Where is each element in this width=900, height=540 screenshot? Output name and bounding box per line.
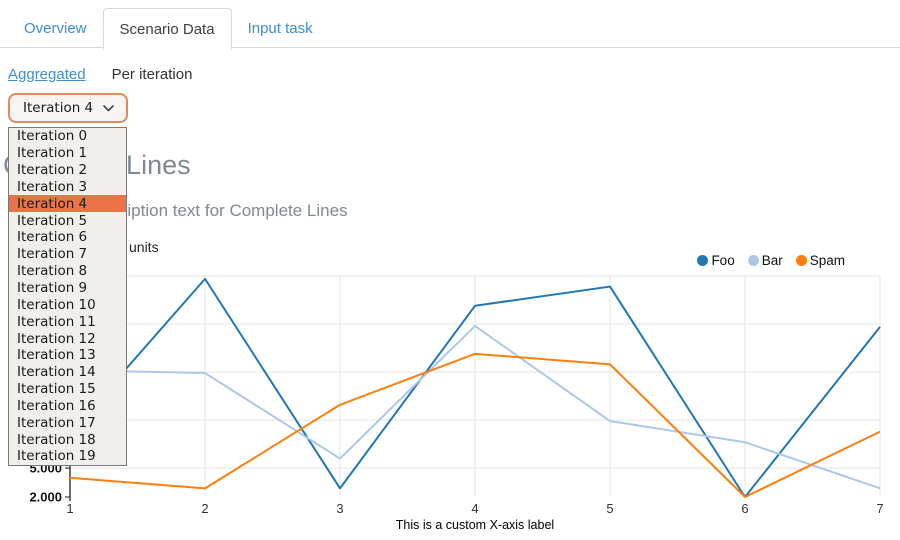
series-line-bar <box>69 324 881 490</box>
dropdown-option[interactable]: Iteration 19 <box>17 448 96 465</box>
x-tick-label: 2 <box>201 501 208 516</box>
y-axis-units-label: units <box>129 239 159 255</box>
chevron-down-icon <box>103 104 114 111</box>
x-tick-label: 6 <box>741 501 748 516</box>
iteration-dropdown: Iteration 0 Iteration 1 Iteration 2 Iterati… <box>8 127 127 466</box>
dropdown-option[interactable]: Iteration 1 <box>17 145 88 162</box>
y-tick-label: 2.000 <box>29 490 62 505</box>
tab-scenario-data[interactable]: Scenario Data <box>102 8 232 50</box>
dropdown-option[interactable]: Iteration 18 <box>17 431 96 448</box>
dropdown-option[interactable]: Iteration 6 <box>17 229 88 246</box>
legend-dot <box>697 255 709 266</box>
dropdown-option[interactable]: Iteration 2 <box>17 162 88 179</box>
dropdown-option[interactable]: Iteration 10 <box>17 296 96 313</box>
dropdown-option[interactable]: Iteration 16 <box>17 397 96 414</box>
subnav-per-iteration[interactable]: Per iteration <box>111 66 193 83</box>
x-tick-label: 5 <box>606 501 613 516</box>
x-axis-title: This is a custom X-axis label <box>396 518 554 532</box>
legend-dot <box>795 255 807 266</box>
legend-label: Spam <box>809 253 845 268</box>
dropdown-option[interactable]: Iteration 11 <box>17 313 96 330</box>
legend-dot <box>747 255 759 266</box>
dropdown-option[interactable]: Iteration 5 <box>17 212 88 229</box>
legend-item-bar[interactable]: Bar <box>747 253 783 268</box>
tab-overview[interactable]: Overview <box>24 19 87 37</box>
dropdown-option[interactable]: Iteration 4 <box>9 195 126 213</box>
x-tick-label: 7 <box>876 501 883 516</box>
dropdown-option[interactable]: Iteration 0 <box>17 128 88 145</box>
x-tick-label: 1 <box>66 501 73 516</box>
legend-item-spam[interactable]: Spam <box>795 253 845 268</box>
dropdown-option[interactable]: Iteration 17 <box>17 414 96 431</box>
chart-description: Description text for Complete Lines <box>83 201 348 220</box>
dropdown-option[interactable]: Iteration 9 <box>17 280 88 297</box>
tab-input-task[interactable]: Input task <box>247 19 313 37</box>
dropdown-option[interactable]: Iteration 14 <box>17 364 96 381</box>
dropdown-option[interactable]: Iteration 15 <box>17 381 96 398</box>
dropdown-option[interactable]: Iteration 3 <box>17 178 88 195</box>
series-line-spam <box>69 352 881 498</box>
dropdown-option[interactable]: Iteration 13 <box>17 347 96 364</box>
legend-label: Bar <box>761 253 783 268</box>
x-tick-label: 4 <box>471 501 478 516</box>
x-tick-label: 3 <box>336 501 343 516</box>
subnav-aggregated-link[interactable]: Aggregated <box>8 66 86 83</box>
legend-item-foo[interactable]: Foo <box>697 253 735 268</box>
subnav: Aggregated Per iteration <box>8 66 192 83</box>
iteration-select[interactable]: Iteration 4 <box>8 93 128 123</box>
dropdown-option[interactable]: Iteration 12 <box>17 330 96 347</box>
tab-bar: Overview Scenario Data Input task <box>0 8 900 50</box>
legend-label: Foo <box>711 253 735 268</box>
dropdown-option[interactable]: Iteration 7 <box>17 246 88 263</box>
legend: Foo Bar Spam <box>697 253 845 268</box>
dropdown-option[interactable]: Iteration 8 <box>17 263 88 280</box>
iteration-select-value: Iteration 4 <box>23 100 94 116</box>
